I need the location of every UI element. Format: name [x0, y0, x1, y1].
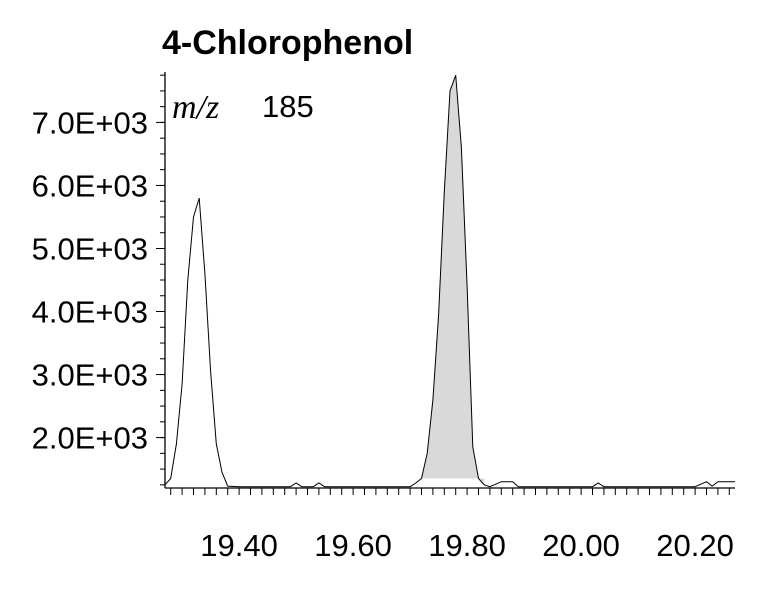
- x-tick-label: 20.00: [542, 528, 620, 563]
- x-tick-labels: 19.40 19.60 19.80 20.00 20.20: [200, 528, 734, 563]
- mz-value: 185: [262, 89, 314, 124]
- y-axis: 2.0E+03 3.0E+03 4.0E+03 5.0E+03 6.0E+03 7.0E+…: [32, 72, 166, 488]
- shaded-peak-area: [421, 75, 485, 485]
- y-major-ticks: [156, 121, 165, 439]
- x-minor-ticks: [170, 488, 730, 495]
- y-tick-label: 7.0E+03: [32, 105, 148, 140]
- mz-label: m/z: [172, 89, 219, 126]
- x-tick-label: 19.60: [314, 528, 392, 563]
- mz-annotation: m/z 185: [172, 89, 314, 126]
- plot-area: [164, 75, 735, 488]
- y-tick-label: 3.0E+03: [32, 358, 148, 393]
- x-tick-label: 20.20: [656, 528, 734, 563]
- y-tick-label: 4.0E+03: [32, 295, 148, 330]
- y-tick-labels: 2.0E+03 3.0E+03 4.0E+03 5.0E+03 6.0E+03 7.0E+…: [32, 105, 148, 455]
- y-tick-label: 6.0E+03: [32, 168, 148, 203]
- y-minor-ticks: [160, 74, 165, 486]
- x-tick-label: 19.40: [200, 528, 278, 563]
- chart-title: 4-Chlorophenol: [162, 24, 413, 62]
- chromatogram-trace: [164, 75, 735, 488]
- y-tick-label: 5.0E+03: [32, 231, 148, 266]
- y-tick-label: 2.0E+03: [32, 421, 148, 456]
- x-axis: 19.40 19.60 19.80 20.00 20.20: [165, 487, 735, 563]
- x-tick-label: 19.80: [428, 528, 506, 563]
